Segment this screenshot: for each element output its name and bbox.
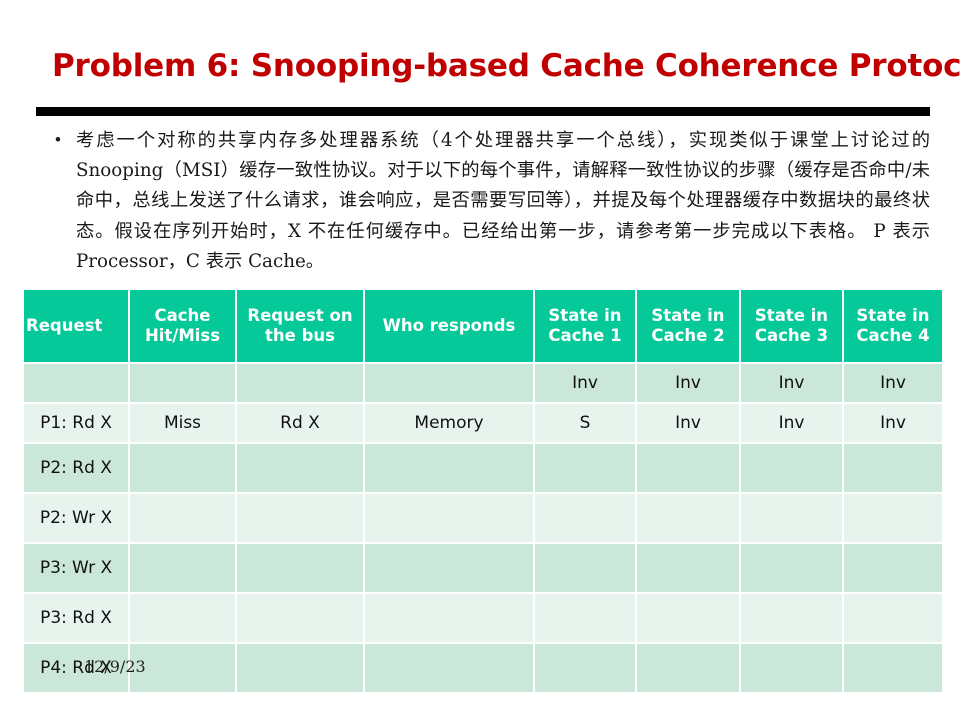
table-cell[interactable]: Inv bbox=[533, 362, 637, 404]
table-cell[interactable] bbox=[739, 592, 844, 644]
bullet-marker-icon: • bbox=[54, 130, 62, 151]
table-column-header-1: Request bbox=[22, 288, 130, 364]
cell-request[interactable]: P2: Rd X bbox=[22, 442, 130, 494]
cell-request[interactable]: P3: Rd X bbox=[22, 592, 130, 644]
table-cell[interactable]: Memory bbox=[363, 402, 535, 444]
table-cell[interactable] bbox=[128, 362, 237, 404]
cell-request[interactable]: P2: Wr X bbox=[22, 492, 130, 544]
table-cell[interactable] bbox=[235, 592, 365, 644]
table-cell[interactable] bbox=[533, 542, 637, 594]
table-column-header-2: Cache Hit/Miss bbox=[128, 288, 237, 364]
table-cell[interactable] bbox=[635, 642, 741, 694]
body-content: • 考虑一个对称的共享内存多处理器系统（4个处理器共享一个总线），实现类似于课堂… bbox=[40, 126, 930, 277]
table-cell[interactable] bbox=[128, 542, 237, 594]
cell-request[interactable] bbox=[22, 362, 130, 404]
table-column-header-8: State in Cache 4 bbox=[842, 288, 944, 364]
table-row[interactable]: P2: Rd X bbox=[22, 442, 944, 494]
table-cell[interactable] bbox=[128, 492, 237, 544]
table-cell[interactable] bbox=[235, 542, 365, 594]
table-cell[interactable] bbox=[842, 592, 944, 644]
table-cell[interactable]: Miss bbox=[128, 402, 237, 444]
table-header: Request Cache Hit/Miss Request on the bus W… bbox=[22, 288, 944, 364]
table-cell[interactable] bbox=[235, 442, 365, 494]
table-cell[interactable] bbox=[842, 542, 944, 594]
table-column-header-7: State in Cache 3 bbox=[739, 288, 844, 364]
table-cell[interactable] bbox=[739, 642, 844, 694]
table-cell[interactable] bbox=[363, 442, 535, 494]
table-row[interactable]: Inv Inv Inv Inv bbox=[22, 362, 944, 404]
table-cell[interactable] bbox=[842, 442, 944, 494]
table-cell[interactable] bbox=[363, 642, 535, 694]
table-row[interactable]: P3: Rd X bbox=[22, 592, 944, 644]
table-cell[interactable] bbox=[635, 592, 741, 644]
table-row[interactable]: P4: Rd X bbox=[22, 642, 944, 694]
title-divider bbox=[36, 107, 930, 116]
table-cell[interactable] bbox=[235, 362, 365, 404]
footer-date: 12/9/23 bbox=[84, 657, 146, 676]
table-column-header-5: State in Cache 1 bbox=[533, 288, 637, 364]
table-cell[interactable] bbox=[635, 492, 741, 544]
table-cell[interactable] bbox=[363, 592, 535, 644]
cell-request[interactable]: P4: Rd X bbox=[22, 642, 130, 694]
table-cell[interactable] bbox=[128, 592, 237, 644]
table-cell[interactable]: Inv bbox=[635, 362, 741, 404]
table-cell[interactable] bbox=[363, 362, 535, 404]
table-cell[interactable] bbox=[635, 542, 741, 594]
table-header-row: Request Cache Hit/Miss Request on the bus W… bbox=[22, 288, 944, 364]
table-row[interactable]: P3: Wr X bbox=[22, 542, 944, 594]
bullet-item: • 考虑一个对称的共享内存多处理器系统（4个处理器共享一个总线），实现类似于课堂… bbox=[40, 126, 930, 277]
cell-request[interactable]: P1: Rd X bbox=[22, 402, 130, 444]
bullet-paragraph: 考虑一个对称的共享内存多处理器系统（4个处理器共享一个总线），实现类似于课堂上讨… bbox=[76, 130, 930, 272]
table-cell[interactable] bbox=[533, 592, 637, 644]
table-cell[interactable] bbox=[842, 642, 944, 694]
table-cell[interactable] bbox=[128, 642, 237, 694]
coherence-table-wrapper: Request Cache Hit/Miss Request on the bus W… bbox=[22, 288, 944, 694]
page-title: Problem 6: Snooping-based Cache Coherenc… bbox=[52, 48, 961, 84]
coherence-table: Request Cache Hit/Miss Request on the bus W… bbox=[22, 288, 944, 694]
table-cell[interactable] bbox=[363, 492, 535, 544]
table-cell[interactable] bbox=[235, 492, 365, 544]
table-cell[interactable] bbox=[739, 442, 844, 494]
table-cell[interactable] bbox=[235, 642, 365, 694]
table-cell[interactable]: Inv bbox=[739, 362, 844, 404]
table-body: Inv Inv Inv Inv P1: Rd X Miss Rd X Memory S Inv In… bbox=[22, 362, 944, 694]
table-cell[interactable]: S bbox=[533, 402, 637, 444]
table-cell[interactable] bbox=[533, 442, 637, 494]
table-cell[interactable]: Inv bbox=[635, 402, 741, 444]
table-cell[interactable] bbox=[739, 492, 844, 544]
table-cell[interactable] bbox=[533, 492, 637, 544]
table-row[interactable]: P2: Wr X bbox=[22, 492, 944, 544]
table-column-header-3: Request on the bus bbox=[235, 288, 365, 364]
table-column-header-4: Who responds bbox=[363, 288, 535, 364]
table-row[interactable]: P1: Rd X Miss Rd X Memory S Inv Inv Inv bbox=[22, 402, 944, 444]
table-cell[interactable]: Inv bbox=[739, 402, 844, 444]
cell-request[interactable]: P3: Wr X bbox=[22, 542, 130, 594]
table-cell[interactable]: Inv bbox=[842, 362, 944, 404]
table-cell[interactable]: Inv bbox=[842, 402, 944, 444]
table-cell[interactable]: Rd X bbox=[235, 402, 365, 444]
table-cell[interactable] bbox=[842, 492, 944, 544]
table-cell[interactable] bbox=[739, 542, 844, 594]
table-column-header-6: State in Cache 2 bbox=[635, 288, 741, 364]
table-cell[interactable] bbox=[128, 442, 237, 494]
table-cell[interactable] bbox=[533, 642, 637, 694]
table-cell[interactable] bbox=[363, 542, 535, 594]
table-cell[interactable] bbox=[635, 442, 741, 494]
